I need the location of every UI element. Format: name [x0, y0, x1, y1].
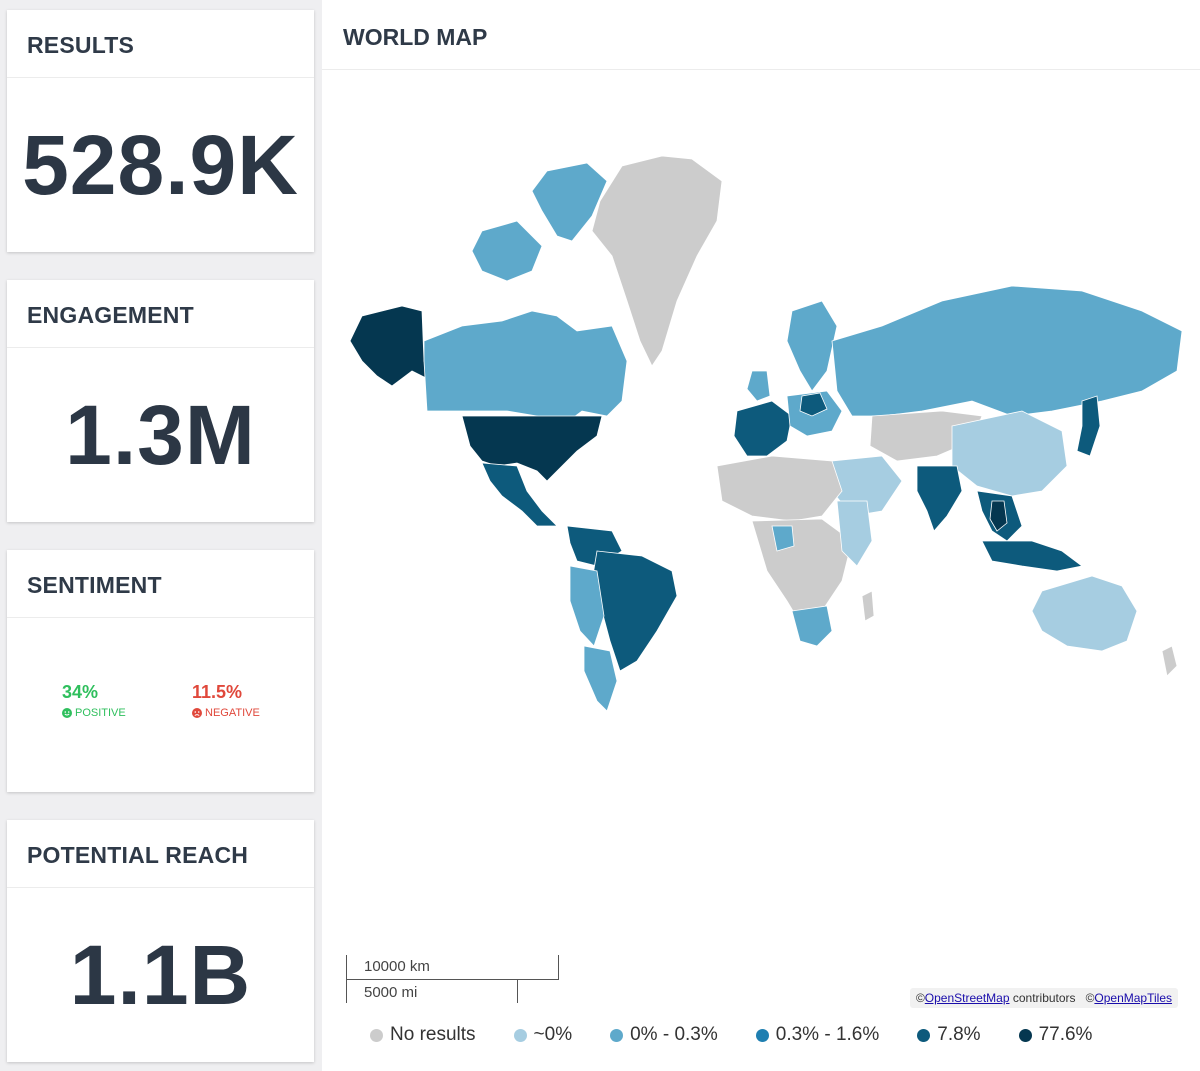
region-madagascar[interactable]: [861, 590, 875, 622]
legend-item[interactable]: No results: [370, 1024, 476, 1046]
region-usa[interactable]: [461, 415, 603, 482]
scale-bar: 10000 km 5000 mi: [346, 955, 561, 1005]
reach-card: POTENTIAL REACH 1.1B: [7, 820, 314, 1062]
region-poland[interactable]: [799, 392, 828, 417]
legend-label: 0% - 0.3%: [630, 1024, 718, 1045]
legend-dot-icon: [370, 1028, 383, 1042]
world-map-panel: WORLD MAP: [322, 0, 1200, 1071]
sentiment-title: SENTIMENT: [7, 550, 314, 618]
sentiment-negative: 11.5% NEGATIVE: [192, 682, 260, 719]
legend-item[interactable]: 0% - 0.3%: [610, 1024, 718, 1046]
region-canada[interactable]: [423, 310, 628, 427]
legend-item[interactable]: ~0%: [513, 1024, 573, 1046]
legend-dot-icon: [513, 1028, 527, 1042]
scale-mi-bar: [346, 980, 518, 1003]
region-mexico[interactable]: [481, 462, 558, 527]
reach-title: POTENTIAL REACH: [7, 820, 314, 888]
region-new-zealand[interactable]: [1161, 645, 1178, 677]
region-arctic-islands-2[interactable]: [471, 220, 543, 282]
negative-value: 11.5%: [192, 682, 243, 702]
map-legend: No results ~0% 0% - 0.3% 0.3% - 1.6% 7.8% 77.…: [370, 1024, 1092, 1046]
engagement-title: ENGAGEMENT: [7, 280, 314, 348]
legend-dot-icon: [610, 1028, 624, 1042]
region-alaska[interactable]: [349, 305, 433, 387]
region-russia[interactable]: [831, 285, 1183, 417]
osm-suffix: contributors: [1009, 991, 1076, 1005]
tiles-prefix: ©: [1085, 991, 1095, 1005]
region-japan[interactable]: [1076, 395, 1101, 457]
sentiment-card: SENTIMENT 34% POSITIVE 11.5%: [7, 550, 314, 792]
legend-label: 0.3% - 1.6%: [775, 1024, 880, 1045]
engagement-card: ENGAGEMENT 1.3M: [7, 280, 314, 522]
region-greenland[interactable]: [591, 155, 723, 367]
region-north-africa[interactable]: [716, 455, 843, 522]
osm-prefix: ©: [915, 991, 925, 1005]
region-peru-bolivia[interactable]: [569, 565, 605, 647]
smile-icon: [62, 708, 72, 718]
openstreetmap-link[interactable]: OpenStreetMap: [924, 991, 1010, 1005]
region-scandinavia[interactable]: [786, 300, 838, 392]
legend-label: 7.8%: [937, 1024, 981, 1045]
map-title: WORLD MAP: [322, 0, 1200, 70]
positive-value: 34%: [62, 682, 99, 702]
engagement-value: 1.3M: [65, 387, 256, 482]
scale-km-label: 10000 km: [364, 958, 430, 975]
region-east-africa[interactable]: [836, 500, 873, 567]
region-thailand[interactable]: [989, 500, 1008, 532]
legend-label: No results: [390, 1024, 476, 1045]
legend-dot-icon: [755, 1028, 769, 1042]
legend-dot-icon: [1018, 1028, 1032, 1042]
region-nigeria[interactable]: [771, 525, 795, 552]
reach-value: 1.1B: [69, 927, 252, 1022]
results-card: RESULTS 528.9K: [7, 10, 314, 252]
negative-label: NEGATIVE: [205, 707, 260, 719]
region-southern-africa[interactable]: [791, 605, 833, 647]
region-china[interactable]: [951, 410, 1068, 497]
openmaptiles-link[interactable]: OpenMapTiles: [1094, 991, 1172, 1005]
region-india[interactable]: [916, 465, 963, 532]
region-arctic-islands[interactable]: [531, 162, 608, 242]
region-argentina-chile[interactable]: [583, 645, 618, 712]
frown-icon: [192, 708, 202, 718]
results-title: RESULTS: [7, 10, 314, 78]
positive-label: POSITIVE: [75, 707, 126, 719]
legend-item[interactable]: 77.6%: [1018, 1024, 1093, 1046]
region-uk[interactable]: [746, 370, 771, 402]
legend-dot-icon: [917, 1028, 931, 1042]
map-attribution: ©OpenStreetMap contributors ©OpenMapTile…: [909, 988, 1178, 1008]
legend-item[interactable]: 7.8%: [917, 1024, 981, 1046]
results-value: 528.9K: [22, 117, 299, 212]
scale-km-bar: [346, 955, 559, 980]
region-indonesia[interactable]: [981, 540, 1083, 572]
region-western-europe[interactable]: [733, 400, 793, 457]
legend-label: ~0%: [533, 1024, 573, 1045]
world-map[interactable]: [322, 71, 1200, 971]
legend-item[interactable]: 0.3% - 1.6%: [755, 1024, 880, 1046]
legend-label: 77.6%: [1038, 1024, 1093, 1045]
scale-mi-label: 5000 mi: [364, 984, 418, 1001]
sentiment-positive: 34% POSITIVE: [62, 682, 126, 719]
region-australia[interactable]: [1031, 575, 1138, 652]
